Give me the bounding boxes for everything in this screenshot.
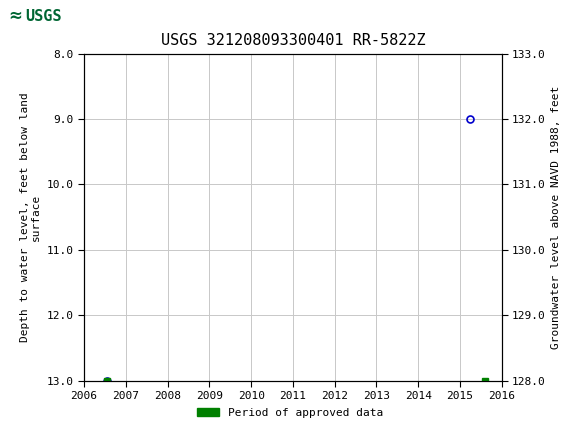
Text: ≈: ≈ (9, 7, 23, 25)
Legend: Period of approved data: Period of approved data (193, 403, 387, 422)
Text: USGS: USGS (26, 9, 61, 24)
FancyBboxPatch shape (6, 3, 81, 29)
Title: USGS 321208093300401 RR-5822Z: USGS 321208093300401 RR-5822Z (161, 34, 425, 49)
Y-axis label: Groundwater level above NAVD 1988, feet: Groundwater level above NAVD 1988, feet (552, 86, 561, 349)
Y-axis label: Depth to water level, feet below land
surface: Depth to water level, feet below land su… (20, 92, 41, 342)
